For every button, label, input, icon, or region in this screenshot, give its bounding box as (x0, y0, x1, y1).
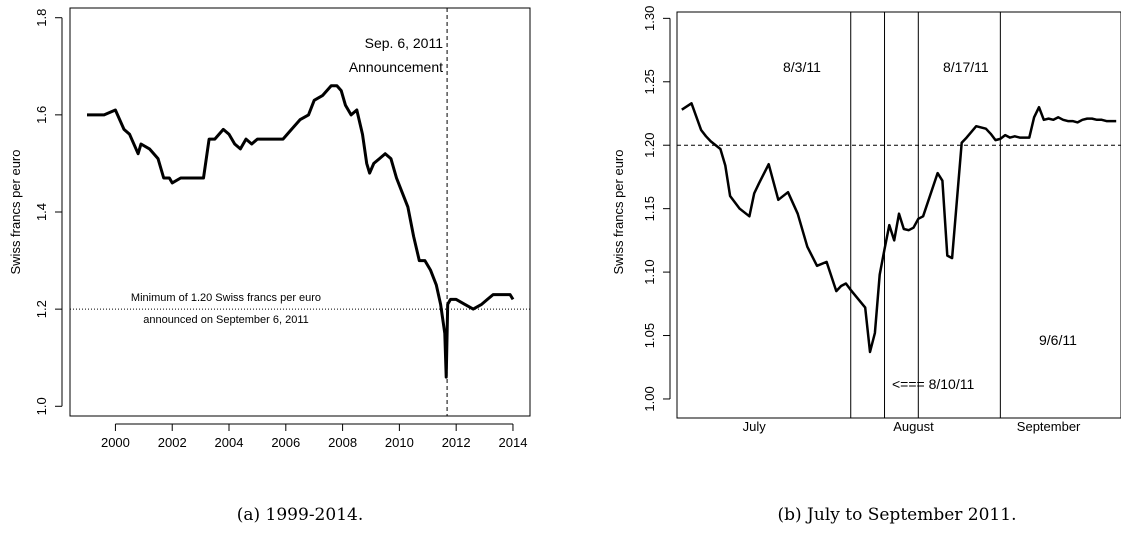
chart-a-floor-annotation-1: Minimum of 1.20 Swiss francs per euro (131, 292, 321, 304)
chart-b-exchange-rate-line (681, 102, 1117, 354)
chart-a-y-tick-label: 1.6 (34, 106, 49, 124)
chart-a-x-tick-label: 2004 (215, 435, 244, 450)
chart-b-event-lines (850, 12, 1001, 418)
chart-a-caption: (a) 1999-2014. (237, 505, 363, 525)
chart-a-y-ticks: 1.0 1.2 1.4 1.6 1.8 (34, 9, 63, 415)
chart-a-plot-frame (69, 7, 531, 417)
chart-b-y-axis-title: Swiss francs per euro (611, 150, 626, 275)
chart-a-floor-annotation-2: announced on September 6, 2011 (143, 314, 309, 326)
chart-b-y-tick-label: 1.25 (642, 69, 657, 94)
chart-b-caption: (b) July to September 2011. (778, 505, 1017, 525)
chart-b-annotation-8-10-11: <=== 8/10/11 (892, 376, 974, 392)
chart-a-y-tick-label: 1.4 (34, 203, 49, 221)
chart-a-exchange-rate-line (87, 84, 515, 379)
chart-a: 2000 2002 2004 2006 2008 2010 2012 2014 1.01.21… (8, 7, 531, 525)
chart-b-y-ticks: 1.00 1.05 1.10 1.15 1.20 1.25 1.30 (642, 6, 671, 412)
chart-b-y-tick-label: 1.20 (642, 133, 657, 158)
chart-a-x-tick-label: 2008 (328, 435, 357, 450)
chart-a-x-tick-label: 2000 (101, 435, 130, 450)
chart-b-y-tick-label: 1.00 (642, 386, 657, 411)
chart-b-plot-frame (676, 11, 1121, 419)
chart-b-y-tick-label: 1.10 (642, 259, 657, 284)
chart-a-x-tick-label: 2012 (442, 435, 471, 450)
chart-a-date-annotation: Sep. 6, 2011 (365, 35, 444, 51)
chart-b-y-tick-label: 1.05 (642, 323, 657, 348)
chart-b-x-tick-label: August (893, 419, 934, 434)
chart-b-x-ticks: July August September (743, 419, 1081, 434)
chart-b-annotation-9-6-11: 9/6/11 (1039, 332, 1077, 348)
chart-a-y-axis-title: Swiss francs per euro (8, 150, 23, 275)
chart-a-x-tick-label: 2010 (385, 435, 414, 450)
chart-b-x-tick-label: September (1017, 419, 1081, 434)
chart-a-x-tick-label: 2014 (499, 435, 528, 450)
chart-a-y-tick-label: 1.0 (34, 397, 49, 415)
chart-a-x-tick-label: 2002 (158, 435, 187, 450)
chart-a-y-tick-label: 1.2 (34, 300, 49, 318)
chart-b-annotation-8-3-11: 8/3/11 (783, 59, 821, 75)
chart-a-x-tick-label: 2006 (271, 435, 300, 450)
chart-a-x-ticks: 2000 2002 2004 2006 2008 2010 2012 2014 (101, 423, 528, 450)
chart-b-y-tick-label: 1.15 (642, 196, 657, 221)
chart-a-event-annotation: Announcement (349, 59, 443, 75)
chart-a-y-tick-label: 1.8 (34, 9, 49, 27)
chart-b-x-tick-label: July (743, 419, 767, 434)
chart-b: July August September 1.00 1.05 1.10 1.15 1.20… (611, 6, 1121, 525)
chart-b-annotation-8-17-11: 8/17/11 (943, 59, 989, 75)
chart-b-y-tick-label: 1.30 (642, 6, 657, 31)
